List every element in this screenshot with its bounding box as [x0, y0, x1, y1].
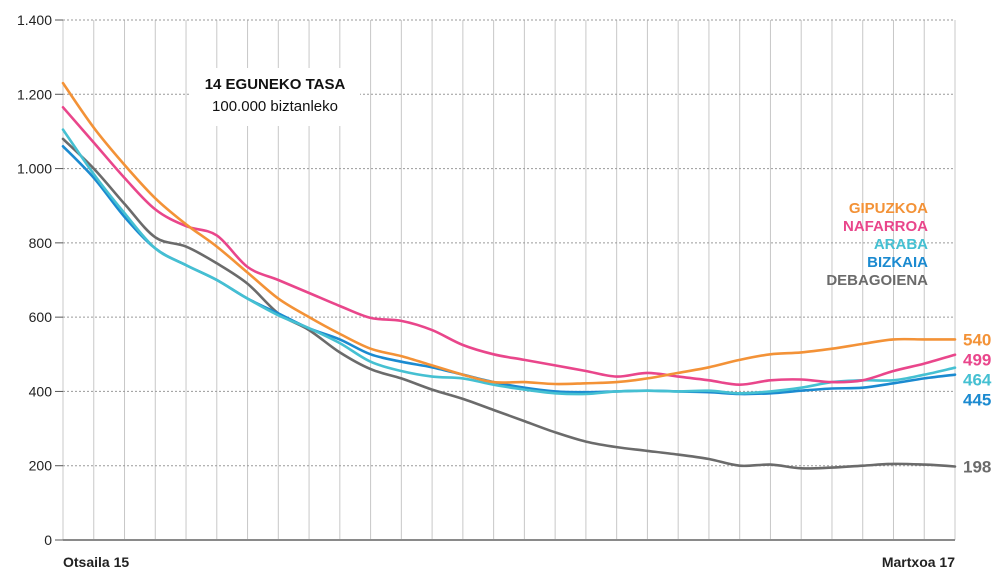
x-tick-end: Martxoa 17 — [882, 554, 955, 570]
y-tick-label: 0 — [44, 532, 52, 548]
chart-title-box: 14 EGUNEKO TASA 100.000 biztanleko — [190, 68, 360, 126]
chart-title: 14 EGUNEKO TASA — [205, 76, 346, 93]
series-lines — [61, 81, 957, 470]
series-line-nafarroa — [61, 106, 957, 386]
end-label-debagoiena: 198 — [963, 457, 991, 476]
y-tick-label: 800 — [29, 235, 53, 251]
end-label-araba: 464 — [963, 370, 992, 389]
series-line-gipuzkoa — [61, 81, 957, 386]
legend-nafarroa: NAFARROA — [843, 218, 928, 235]
end-label-bizkaia: 445 — [963, 390, 991, 409]
y-tick-label: 200 — [29, 458, 53, 474]
legend-gipuzkoa: GIPUZKOA — [849, 200, 928, 217]
title-background — [190, 68, 360, 126]
series-line-debagoiena — [61, 137, 957, 470]
y-tick-label: 400 — [29, 383, 53, 399]
chart-subtitle: 100.000 biztanleko — [212, 98, 338, 115]
legend-araba: ARABA — [874, 236, 928, 253]
series-line-araba — [61, 128, 957, 396]
legend-bizkaia: BIZKAIA — [867, 254, 928, 271]
x-tick-start: Otsaila 15 — [63, 554, 129, 570]
end-label-gipuzkoa: 540 — [963, 330, 991, 349]
legend-debagoiena: DEBAGOIENA — [826, 272, 928, 289]
y-tick-label: 1.000 — [17, 161, 52, 177]
y-axis: 0 200 400 600 800 1.000 1.200 1.400 — [17, 12, 63, 548]
y-tick-label: 1.200 — [17, 86, 52, 102]
y-tick-label: 1.400 — [17, 12, 52, 28]
end-label-nafarroa: 499 — [963, 350, 991, 369]
y-tick-label: 600 — [29, 309, 53, 325]
